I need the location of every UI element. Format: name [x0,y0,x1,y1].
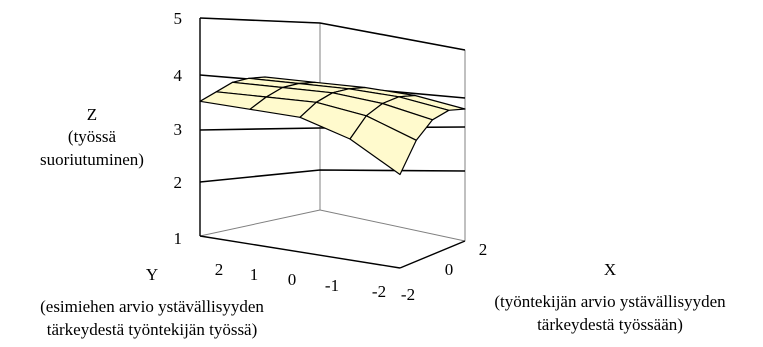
z-tick-label: 4 [174,66,183,85]
floor-right-edge [319,209,466,242]
gridline-z5 [199,17,466,51]
z-ticks: 5 4 3 2 1 [174,9,183,248]
y-axis-title: Y (esimiehen arvio ystävällisyyden tärke… [40,265,264,339]
x-tick-label: 0 [445,260,454,279]
x-tick-label: 2 [479,240,488,259]
x-tick-label: -2 [401,285,415,304]
gridline-z2 [199,169,466,183]
y-ticks: 2 1 0 -1 -2 [215,260,386,301]
y-tick-label: -1 [325,276,339,295]
x-axis-title-line: (työntekijän arvio ystävällisyyden [494,292,726,311]
surface-patch [349,115,417,176]
z-tick-label: 2 [174,173,183,192]
z-tick-label: 5 [174,9,183,28]
z-axis-title-line: Z [87,105,97,124]
z-axis-title-line: suoriutuminen) [40,150,144,169]
x-axis-title: X (työntekijän arvio ystävällisyyden tär… [494,260,726,334]
walls [199,17,466,269]
z-axis-title-line: (työssä [68,127,117,146]
y-tick-label: 2 [215,260,224,279]
z-tick-label: 3 [174,120,183,139]
x-axis-title-line: tärkeydestä työssään) [537,315,683,334]
y-axis-title-line: tärkeydestä työntekijän työssä) [47,320,258,339]
floor-left-edge [199,209,321,237]
x-ticks: -2 0 2 [401,240,487,304]
surface [199,76,466,176]
y-axis-line [199,235,401,269]
y-tick-label: 0 [288,270,297,289]
z-tick-label: 1 [174,229,183,248]
x-axis-title-line: X [604,260,616,279]
y-tick-label: -2 [372,282,386,301]
y-axis-title-line: (esimiehen arvio ystävällisyyden [40,297,264,316]
y-axis-title-line: Y [146,265,158,284]
z-axis-title: Z (työssä suoriutuminen) [40,105,144,169]
y-tick-label: 1 [250,265,259,284]
x-axis-line [399,240,466,269]
